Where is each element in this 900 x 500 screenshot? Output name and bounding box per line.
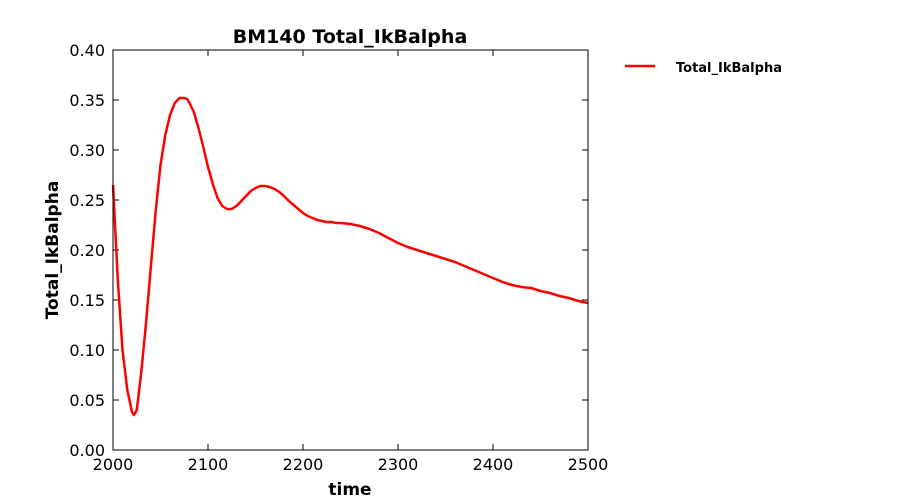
y-tick-label: 0.15 xyxy=(69,291,105,310)
x-axis-label: time xyxy=(328,480,371,500)
y-tick-label: 0.35 xyxy=(69,91,105,110)
y-tick-label: 0.00 xyxy=(69,441,105,460)
x-tick-label: 2500 xyxy=(568,455,609,474)
y-tick-label: 0.05 xyxy=(69,391,105,410)
x-tick-label: 2400 xyxy=(473,455,514,474)
legend-label-total-ikbalpha: Total_IkBalpha xyxy=(676,61,782,76)
x-tick-label: 2100 xyxy=(188,455,229,474)
y-tick-label: 0.25 xyxy=(69,191,105,210)
plot-area-frame xyxy=(112,49,589,451)
axis-ticks: 2000 2100 2200 2300 2400 2500 0.00 0.05 0.10 0.15… xyxy=(69,41,608,474)
series-line-total-ikbalpha xyxy=(111,96,589,417)
x-tick-label: 2300 xyxy=(378,455,419,474)
y-tick-label: 0.30 xyxy=(69,141,105,160)
y-axis-label: Total_IkBalpha xyxy=(43,181,63,320)
chart-title: BM140 Total_IkBalpha xyxy=(233,26,468,48)
y-tick-label: 0.40 xyxy=(69,41,105,60)
x-tick-label: 2000 xyxy=(93,455,134,474)
x-tick-label: 2200 xyxy=(283,455,324,474)
legend: Total_IkBalpha xyxy=(625,61,782,76)
y-tick-label: 0.20 xyxy=(69,241,105,260)
y-tick-label: 0.10 xyxy=(69,341,105,360)
